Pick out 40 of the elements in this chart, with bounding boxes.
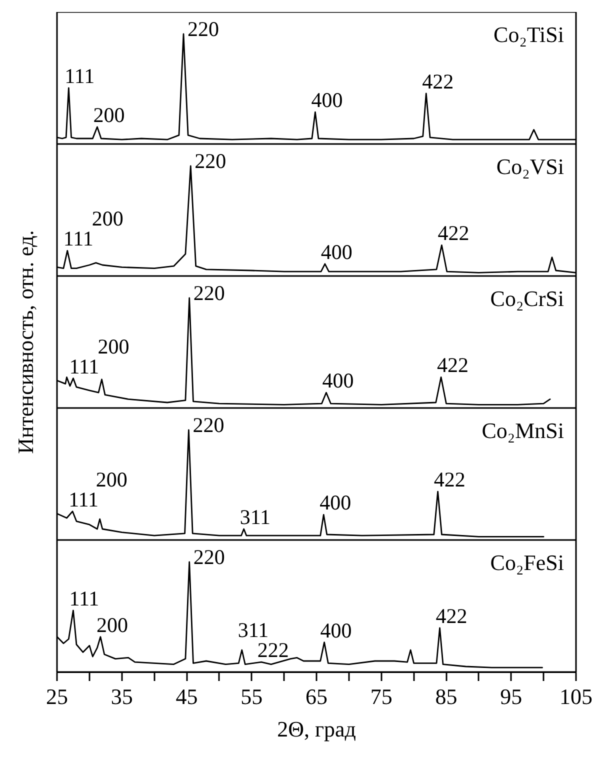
x-tick-label: 35 [110, 684, 133, 709]
x-tick-label: 75 [370, 684, 392, 709]
annotation: 311 [240, 505, 271, 529]
annotation: 400 [311, 88, 343, 112]
annotation: 111 [63, 226, 94, 251]
chart-title: Co₂MnSi [482, 418, 564, 443]
annotation: 200 [96, 612, 128, 637]
x-tick-label: 65 [306, 684, 328, 709]
annotation: 200 [93, 102, 125, 127]
x-tick-label: 85 [435, 684, 458, 709]
annotation: 400 [320, 240, 352, 264]
annotation: 422 [436, 604, 468, 628]
chart-title: Co₂FeSi [490, 550, 564, 575]
chart-title: Co₂CrSi [490, 286, 564, 311]
x-tick-label: 25 [46, 684, 68, 709]
annotation: 220 [194, 149, 226, 173]
chart-title: Co₂VSi [496, 154, 564, 179]
annotation: 111 [69, 586, 100, 610]
annotation: 220 [193, 281, 225, 305]
annotation: 220 [193, 545, 225, 569]
annotation: 200 [92, 206, 124, 231]
annotation: 422 [422, 69, 454, 94]
x-tick-label: 55 [240, 684, 263, 709]
chart-title: Co₂TiSi [494, 22, 564, 47]
annotation: 111 [69, 354, 100, 378]
annotation: 220 [188, 17, 220, 41]
annotation: 422 [437, 353, 469, 378]
x-tick-label: 105 [560, 684, 592, 709]
annotation: 400 [322, 368, 354, 393]
annotation: 422 [438, 221, 470, 246]
annotation: 422 [434, 468, 466, 492]
annotation: 220 [192, 413, 224, 437]
annotation: 400 [320, 490, 352, 515]
x-tick-label: 45 [176, 684, 198, 709]
annotation: 200 [98, 334, 130, 358]
y-axis-title: Интенсивность, отн. ед. [13, 230, 39, 454]
x-tick-label: 95 [500, 684, 522, 709]
annotation: 400 [320, 618, 352, 642]
x-axis-title: 2Θ, град [277, 716, 356, 742]
annotation: 111 [64, 64, 95, 88]
